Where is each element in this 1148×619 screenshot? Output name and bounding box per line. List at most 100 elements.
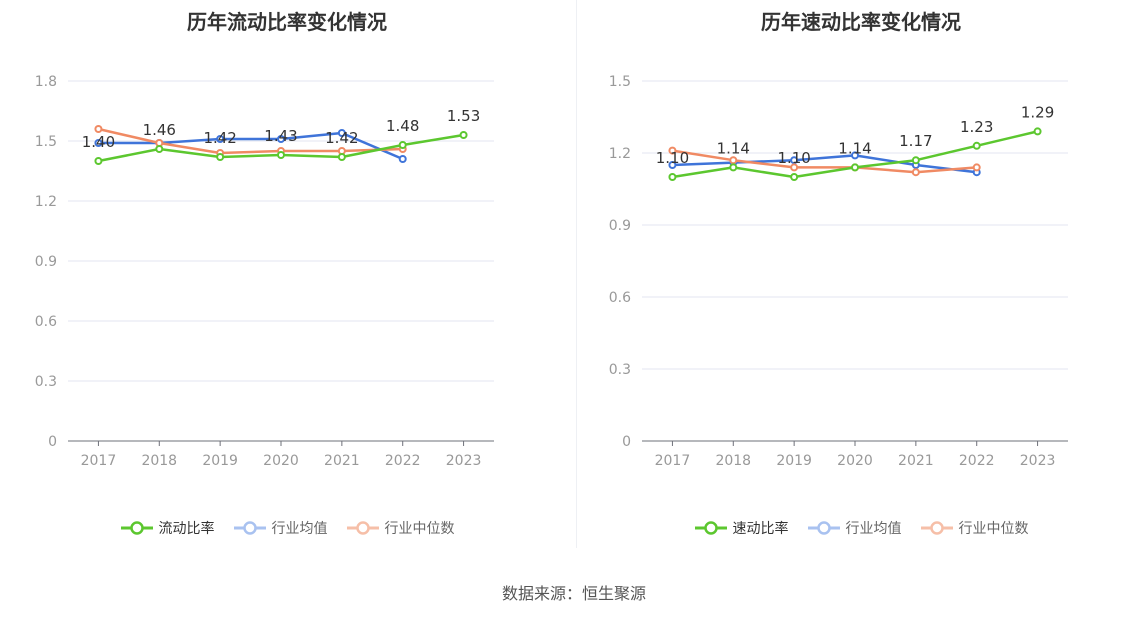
data-point xyxy=(668,146,677,155)
data-label: 1.29 xyxy=(1021,103,1054,121)
current-ratio-chart-panel: 历年流动比率变化情况 0 0.3 0.6 0.9 1.2 1.5 1.8 2017 2018 20… xyxy=(0,0,574,560)
x-tick-label: 2017 xyxy=(655,453,691,469)
data-point xyxy=(668,173,677,181)
legend-line-circle-icon xyxy=(920,521,953,535)
data-point xyxy=(94,139,103,147)
data-point xyxy=(790,156,799,165)
legend-item-quick-ratio[interactable]: 速动比率 xyxy=(694,518,789,538)
legend-line-circle-icon xyxy=(120,521,153,535)
y-tick-label: 0 xyxy=(622,434,631,450)
legend-label: 行业中位数 xyxy=(384,521,455,537)
x-tick-label: 2023 xyxy=(1020,453,1056,469)
data-label: 1.14 xyxy=(838,139,871,157)
data-label: 1.14 xyxy=(717,139,750,157)
data-point xyxy=(911,156,920,165)
data-source-note: 数据来源：恒生聚源 xyxy=(501,584,646,603)
legend-item-industry-average[interactable]: 行业均值 xyxy=(807,518,902,538)
data-point xyxy=(94,125,103,133)
legend-item-industry-median[interactable]: 行业中位数 xyxy=(920,518,1029,538)
x-tick-label: 2020 xyxy=(837,453,873,469)
data-point xyxy=(155,145,164,153)
legend-line-circle-icon xyxy=(233,521,266,535)
data-point xyxy=(1033,127,1042,136)
x-tick-label: 2021 xyxy=(898,453,934,469)
data-point xyxy=(277,151,285,159)
y-tick-label: 0.3 xyxy=(609,362,631,378)
data-point xyxy=(277,135,285,143)
data-label: 1.42 xyxy=(203,129,236,147)
x-tick-label: 2019 xyxy=(776,453,812,469)
data-point xyxy=(398,155,407,163)
x-tick-label: 2018 xyxy=(141,453,177,469)
panel-divider xyxy=(576,0,577,548)
data-point xyxy=(972,141,981,150)
x-tick-label: 2022 xyxy=(959,453,995,469)
y-tick-label: 0.3 xyxy=(35,374,57,390)
y-tick-label: 0.9 xyxy=(35,254,57,270)
y-tick-label: 1.5 xyxy=(35,134,57,150)
data-point xyxy=(337,129,346,137)
series-line xyxy=(672,149,977,174)
series-line xyxy=(98,131,404,161)
data-point xyxy=(972,163,981,172)
legend-label: 行业均值 xyxy=(271,521,328,537)
data-point xyxy=(668,161,677,169)
y-tick-label: 0.6 xyxy=(609,290,631,306)
data-point xyxy=(729,156,738,165)
data-point xyxy=(459,131,468,139)
y-tick-label: 0.9 xyxy=(609,218,631,234)
data-point xyxy=(911,168,920,177)
data-point xyxy=(729,163,738,172)
legend: 流动比率 行业均值 行业中位数 xyxy=(0,518,574,538)
quick-ratio-plot: 0 0.3 0.6 0.9 1.2 1.5 2017 2018 2019 2020 2021 2022… xyxy=(609,74,1068,469)
x-tick-label: 2021 xyxy=(324,453,360,469)
quick-ratio-chart-panel: 历年速动比率变化情况 0 0.3 0.6 0.9 1.2 1.5 2017 2018 2019 2… xyxy=(574,0,1148,560)
y-tick-label: 0 xyxy=(48,434,57,450)
data-point xyxy=(790,173,799,181)
chart-title: 历年速动比率变化情况 xyxy=(761,10,961,34)
x-tick-label: 2020 xyxy=(263,453,299,469)
data-point xyxy=(94,157,103,165)
data-label: 1.42 xyxy=(325,129,358,147)
y-tick-label: 1.5 xyxy=(609,74,631,90)
legend-label: 流动比率 xyxy=(158,521,215,537)
legend-item-current-ratio[interactable]: 流动比率 xyxy=(120,518,215,538)
data-point xyxy=(851,151,859,160)
legend-line-circle-icon xyxy=(346,521,379,535)
legend-label: 行业均值 xyxy=(845,521,902,537)
data-label: 1.23 xyxy=(960,118,993,136)
chart-title: 历年流动比率变化情况 xyxy=(187,10,387,34)
x-tick-label: 2022 xyxy=(385,453,421,469)
legend: 速动比率 行业均值 行业中位数 xyxy=(574,518,1148,538)
series-line xyxy=(98,127,403,155)
data-label: 1.17 xyxy=(899,132,932,150)
legend-item-industry-median[interactable]: 行业中位数 xyxy=(346,518,455,538)
data-label: 1.10 xyxy=(656,149,689,167)
legend-item-industry-average[interactable]: 行业均值 xyxy=(233,518,328,538)
y-tick-label: 0.6 xyxy=(35,314,57,330)
data-label: 1.53 xyxy=(447,107,480,125)
data-point xyxy=(216,135,225,143)
data-label: 1.43 xyxy=(264,127,297,145)
series-line xyxy=(672,154,977,174)
data-point xyxy=(337,153,346,161)
legend-label: 速动比率 xyxy=(732,521,789,537)
y-tick-label: 1.2 xyxy=(609,146,631,162)
data-label: 1.46 xyxy=(143,121,176,139)
legend-line-circle-icon xyxy=(694,521,727,535)
current-ratio-plot: 0 0.3 0.6 0.9 1.2 1.5 1.8 2017 2018 2019 2020 2021 2… xyxy=(35,74,494,469)
y-tick-label: 1.2 xyxy=(35,194,57,210)
x-tick-label: 2018 xyxy=(715,453,751,469)
data-point xyxy=(790,163,799,172)
legend-label: 行业中位数 xyxy=(958,521,1029,537)
data-point xyxy=(216,153,225,161)
x-tick-label: 2023 xyxy=(446,453,482,469)
data-label: 1.48 xyxy=(386,117,419,135)
data-point xyxy=(398,141,407,149)
x-tick-label: 2017 xyxy=(81,453,117,469)
legend-line-circle-icon xyxy=(807,521,840,535)
data-point xyxy=(851,163,859,172)
y-tick-label: 1.8 xyxy=(35,74,57,90)
data-label: 1.10 xyxy=(777,149,810,167)
data-label: 1.40 xyxy=(82,133,115,151)
